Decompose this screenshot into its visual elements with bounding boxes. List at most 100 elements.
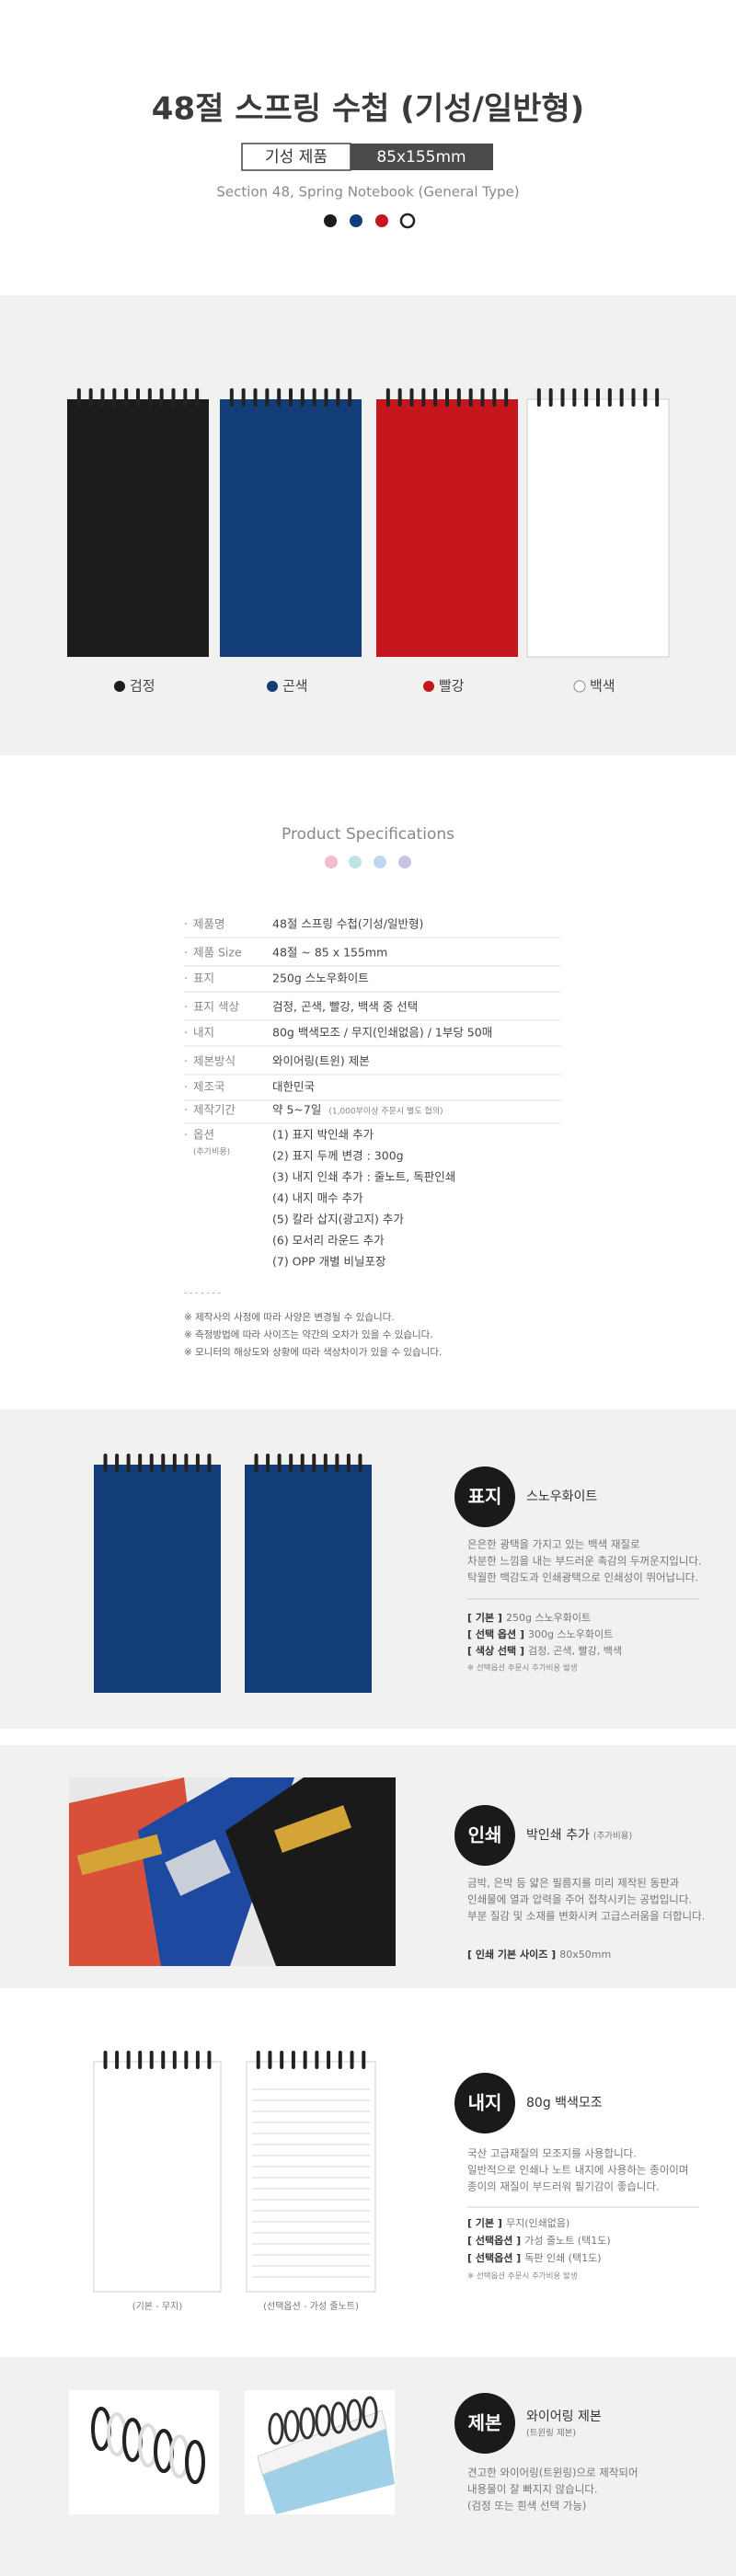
spring-coil (254, 1454, 259, 1472)
feature-footnote: ※ 선택옵션 주문시 추가비용 발생 (467, 1663, 578, 1673)
badge-size: 85x155mm (376, 148, 466, 167)
feature-description: 은은한 광택을 가지고 있는 백색 재질로 (467, 1538, 640, 1551)
spec-notice: ※ 모니터의 해상도와 상황에 따라 색상차이가 있을 수 있습니다. (184, 1346, 442, 1358)
spring-coil (348, 388, 352, 407)
color-label-dot (114, 681, 125, 692)
binding-coil (362, 2396, 378, 2429)
option-item: (5) 칼라 삽지(광고지) 추가 (272, 1213, 404, 1226)
bullet: · (184, 1128, 188, 1142)
spec-label: 제작기간 (193, 1103, 236, 1117)
feature-description: 탁월한 백감도과 인쇄광택으로 인쇄성이 뛰어납니다. (467, 1571, 698, 1584)
spec-value: 대한민국 (272, 1080, 315, 1094)
option-item: (4) 내지 매수 추가 (272, 1191, 363, 1205)
spring-coil (76, 388, 81, 407)
spring-coil (241, 388, 246, 407)
feature-description: 금박, 은박 등 얇은 필름지를 미리 제작된 동판과 (467, 1877, 680, 1890)
spring-coil (536, 388, 541, 407)
spring-coil (338, 2051, 342, 2069)
spring-coil (115, 2051, 120, 2069)
spring-coil (492, 388, 497, 407)
color-label: 검정 (130, 678, 155, 695)
detail-value: 300g 스노우화이트 (528, 1628, 613, 1640)
spring-coil (136, 388, 140, 407)
option-item: (7) OPP 개별 비닐포장 (272, 1255, 386, 1269)
color-label-dot (423, 681, 434, 692)
spring-coil (88, 388, 93, 407)
feature-description: 국산 고급재질의 모조지를 사용합니다. (467, 2147, 637, 2160)
color-label: 빨강 (439, 678, 465, 695)
badge-label: 기성 제품 (265, 148, 328, 167)
options-label: 옵션 (193, 1128, 214, 1142)
print-photo (69, 1777, 396, 1966)
spring-coil (324, 388, 328, 407)
deco-dot (374, 856, 386, 868)
spring-coil (172, 2051, 177, 2069)
spring-coil (548, 388, 553, 407)
feature-description: (검정 또는 흰색 선택 가능) (467, 2500, 586, 2513)
spring-coil (124, 388, 129, 407)
detail-label: [ 기본 ] (467, 1611, 502, 1624)
spec-label: 표지 (193, 972, 214, 985)
feature-description: 내용물이 잘 빠지지 않습니다. (467, 2483, 598, 2496)
spring-coil (480, 388, 485, 407)
spring-coil (315, 2051, 319, 2069)
option-item: (3) 내지 인쇄 추가 : 줄노트, 독판인쇄 (272, 1170, 455, 1184)
spring-coil (138, 2051, 143, 2069)
image-caption: (선택옵션 - 가성 줄노트) (263, 2301, 359, 2312)
feature-description: 견고한 와이어링(트윈링)으로 제작되어 (467, 2467, 638, 2479)
detail-value: 250g 스노우화이트 (506, 1612, 591, 1624)
spring-coil (207, 1454, 212, 1472)
spring-coil (643, 388, 648, 407)
feature-description: 차분한 느낌을 내는 부드러운 촉감의 두꺼운지입니다. (467, 1555, 702, 1568)
feature-badge-circle (454, 2393, 515, 2454)
divider: - - - - - - - (184, 1289, 221, 1298)
spring-coil (115, 1454, 120, 1472)
spec-value: 약 5~7일 (272, 1103, 321, 1117)
option-item: (2) 표지 두께 변경 : 300g (272, 1149, 404, 1163)
spring-coil (289, 1454, 293, 1472)
feature-title: 박인쇄 추가 (526, 1828, 590, 1843)
detail-value: 독판 인쇄 (택1도) (524, 2252, 601, 2264)
binding-coil (299, 2407, 316, 2440)
binding-coil (315, 2404, 331, 2437)
notebook (526, 398, 670, 658)
feature-footnote: ※ 선택옵션 주문시 추가비용 발생 (467, 2271, 578, 2282)
spring-coil (184, 1454, 189, 1472)
notebook (220, 399, 362, 657)
spec-notice: ※ 제작사의 사정에 따라 사양은 변경될 수 있습니다. (184, 1311, 395, 1323)
spring-coil (195, 388, 200, 407)
spring-coil (138, 1454, 143, 1472)
spec-label: 제조국 (193, 1080, 225, 1094)
spec-label: 제품명 (193, 917, 225, 931)
spring-coil (172, 1454, 177, 1472)
detail-value: 가성 줄노트 (택1도) (524, 2235, 610, 2247)
spec-label: 내지 (193, 1026, 214, 1040)
spring-coil (312, 1454, 316, 1472)
spec-value: 48절 스프링 수첩(기성/일반형) (272, 917, 423, 931)
spring-coil (300, 388, 305, 407)
feature-badge-circle (454, 1466, 515, 1527)
spring-coil (312, 388, 316, 407)
spring-coil (385, 388, 390, 407)
spring-coil (619, 388, 624, 407)
bullet: · (184, 946, 188, 960)
spring-coil (445, 388, 449, 407)
spring-coil (161, 1454, 166, 1472)
detail-label: [ 기본 ] (467, 2216, 502, 2229)
color-label: 백색 (590, 678, 615, 695)
binding-photo (69, 2390, 395, 2514)
spring-coil (572, 388, 577, 407)
spring-coil (346, 1454, 351, 1472)
detail-value: 검정, 곤색, 빨강, 백색 (528, 1645, 622, 1657)
spring-coil (291, 2051, 295, 2069)
feature-description: 종이의 재질이 부드러워 필기감이 좋습니다. (467, 2180, 660, 2193)
feature-title: 스노우화이트 (526, 1489, 597, 1504)
feature-badge-circle (454, 1805, 515, 1866)
spring-coil (103, 1454, 108, 1472)
spec-label: 제본방식 (193, 1054, 236, 1068)
spring-coil (126, 2051, 131, 2069)
detail-label: [ 선택 옵션 ] (467, 1627, 524, 1640)
color-label-dot (573, 680, 586, 693)
